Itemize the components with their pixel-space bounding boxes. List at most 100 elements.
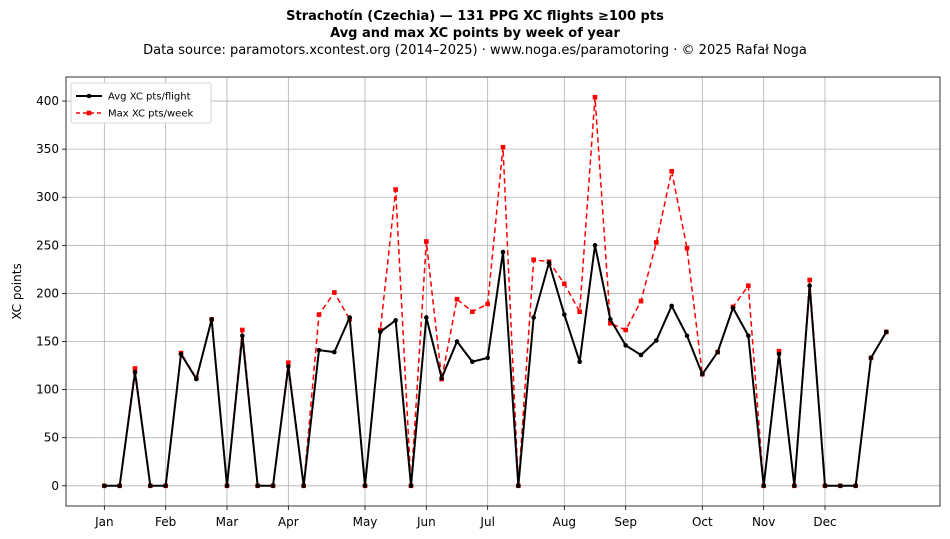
data-point [240, 333, 245, 339]
data-point [209, 317, 214, 322]
data-point [592, 243, 598, 248]
y-tick-label: 100 [36, 383, 59, 397]
y-tick-label: 200 [36, 286, 59, 300]
data-point [470, 309, 475, 314]
data-point [132, 369, 138, 375]
data-point [669, 168, 674, 174]
legend-marker [86, 93, 92, 99]
legend-box [70, 82, 212, 124]
data-point [531, 315, 536, 320]
data-point [117, 483, 122, 489]
data-point [715, 349, 720, 355]
data-point [868, 355, 874, 361]
data-point [500, 144, 506, 150]
data-point [424, 315, 429, 320]
data-point [623, 327, 628, 333]
data-point [546, 260, 552, 265]
data-point [562, 281, 567, 287]
data-point [194, 376, 199, 382]
data-point [332, 349, 337, 355]
x-tick-label: Jul [479, 515, 494, 529]
data-point [730, 305, 736, 311]
y-tick-label: 250 [36, 238, 59, 252]
y-tick-label: 50 [44, 431, 59, 445]
data-point [776, 351, 782, 357]
data-point [316, 312, 322, 317]
data-point [669, 303, 674, 309]
chart-title-block: Strachotín (Czechia) — 131 PPG XC flight… [0, 8, 950, 59]
data-point [316, 347, 322, 353]
data-point [792, 483, 797, 489]
data-point [608, 320, 613, 326]
data-point [623, 343, 628, 348]
data-point [684, 333, 690, 339]
data-point [746, 283, 751, 289]
data-point [776, 348, 782, 354]
data-point [838, 483, 843, 489]
x-tick-label: Aug [553, 515, 576, 529]
legend: Avg XC pts/flight Max XC pts/week [70, 82, 212, 124]
series-line [104, 96, 887, 487]
data-point [408, 483, 414, 489]
data-point [500, 249, 506, 255]
data-point [102, 483, 107, 489]
chart-title: Strachotín (Czechia) — 131 PPG XC flight… [286, 9, 664, 24]
y-tick-label: 0 [51, 479, 59, 493]
data-point [531, 257, 536, 263]
series-line [104, 244, 888, 487]
y-tick-label: 350 [36, 142, 59, 156]
x-tick-label: Feb [155, 515, 176, 529]
legend-label: Max XC pts/week [108, 109, 193, 120]
x-tick-label: May [353, 515, 378, 529]
data-point [684, 245, 690, 251]
data-point [822, 483, 828, 489]
data-point [454, 339, 460, 344]
data-point [332, 290, 337, 295]
data-point [347, 315, 352, 320]
data-point [700, 371, 705, 377]
y-tick-label: 150 [36, 335, 59, 349]
data-point [470, 359, 475, 365]
data-point [240, 327, 245, 333]
data-point [148, 483, 153, 489]
data-point [393, 187, 398, 192]
x-tick-label: Nov [752, 515, 775, 529]
chart-subtitle: Avg and max XC points by week of year [330, 26, 620, 41]
data-point [132, 366, 138, 371]
data-point [562, 312, 567, 317]
data-point [454, 296, 460, 302]
chart-source-note: Data source: paramotors.xcontest.org (20… [143, 43, 807, 58]
data-point [761, 483, 766, 489]
data-point [224, 483, 230, 489]
x-tick-label: Apr [278, 515, 299, 529]
data-point [163, 483, 168, 489]
data-point [592, 94, 598, 100]
data-point [270, 483, 276, 489]
data-point [884, 329, 889, 335]
data-point [439, 375, 444, 381]
legend-marker [86, 110, 92, 116]
data-point [255, 483, 260, 489]
plot-frame [65, 76, 941, 507]
data-point [286, 360, 291, 365]
data-point [577, 309, 582, 314]
y-axis-label: XC points [10, 263, 24, 319]
x-tick-label: Jan [94, 515, 114, 529]
data-point [485, 355, 490, 361]
data-point [577, 359, 582, 365]
series-avg [102, 243, 889, 489]
data-point [638, 298, 644, 304]
data-point [362, 483, 368, 489]
data-point [608, 317, 613, 322]
data-point [378, 329, 383, 335]
data-point [746, 333, 751, 339]
data-point [807, 277, 812, 283]
data-point [286, 364, 291, 369]
x-tick-label: Dec [813, 515, 836, 529]
data-point [807, 283, 812, 289]
data-point [485, 301, 490, 307]
data-point [393, 318, 398, 323]
data-point [853, 483, 858, 489]
data-point [654, 240, 659, 245]
data-point [638, 352, 644, 358]
